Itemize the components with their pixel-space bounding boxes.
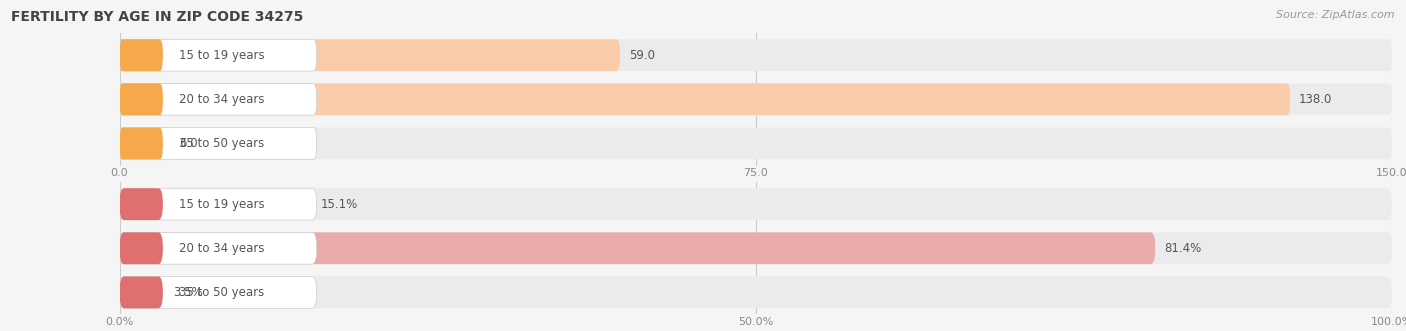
Text: 15 to 19 years: 15 to 19 years — [179, 49, 264, 62]
FancyBboxPatch shape — [120, 232, 1156, 264]
Text: Source: ZipAtlas.com: Source: ZipAtlas.com — [1277, 10, 1395, 20]
FancyBboxPatch shape — [120, 39, 163, 71]
FancyBboxPatch shape — [120, 127, 316, 159]
Text: 20 to 34 years: 20 to 34 years — [179, 93, 264, 106]
FancyBboxPatch shape — [120, 83, 1291, 115]
FancyBboxPatch shape — [120, 83, 1392, 115]
Text: 59.0: 59.0 — [628, 49, 655, 62]
Text: 35 to 50 years: 35 to 50 years — [179, 137, 264, 150]
Text: 138.0: 138.0 — [1299, 93, 1333, 106]
FancyBboxPatch shape — [120, 276, 1392, 308]
FancyBboxPatch shape — [120, 83, 163, 115]
Text: FERTILITY BY AGE IN ZIP CODE 34275: FERTILITY BY AGE IN ZIP CODE 34275 — [11, 10, 304, 24]
FancyBboxPatch shape — [120, 276, 316, 308]
FancyBboxPatch shape — [120, 127, 170, 159]
FancyBboxPatch shape — [120, 83, 316, 115]
Text: 35 to 50 years: 35 to 50 years — [179, 286, 264, 299]
FancyBboxPatch shape — [120, 188, 1392, 220]
FancyBboxPatch shape — [120, 232, 163, 264]
Text: 20 to 34 years: 20 to 34 years — [179, 242, 264, 255]
FancyBboxPatch shape — [120, 276, 165, 308]
FancyBboxPatch shape — [120, 39, 620, 71]
FancyBboxPatch shape — [120, 232, 1392, 264]
Text: 3.5%: 3.5% — [173, 286, 202, 299]
FancyBboxPatch shape — [120, 276, 163, 308]
Text: 15.1%: 15.1% — [321, 198, 357, 211]
Text: 81.4%: 81.4% — [1164, 242, 1201, 255]
FancyBboxPatch shape — [120, 127, 1392, 159]
FancyBboxPatch shape — [120, 39, 316, 71]
FancyBboxPatch shape — [120, 188, 312, 220]
FancyBboxPatch shape — [120, 232, 316, 264]
FancyBboxPatch shape — [120, 127, 163, 159]
FancyBboxPatch shape — [120, 39, 1392, 71]
Text: 6.0: 6.0 — [180, 137, 198, 150]
FancyBboxPatch shape — [120, 188, 163, 220]
Text: 15 to 19 years: 15 to 19 years — [179, 198, 264, 211]
FancyBboxPatch shape — [120, 188, 316, 220]
